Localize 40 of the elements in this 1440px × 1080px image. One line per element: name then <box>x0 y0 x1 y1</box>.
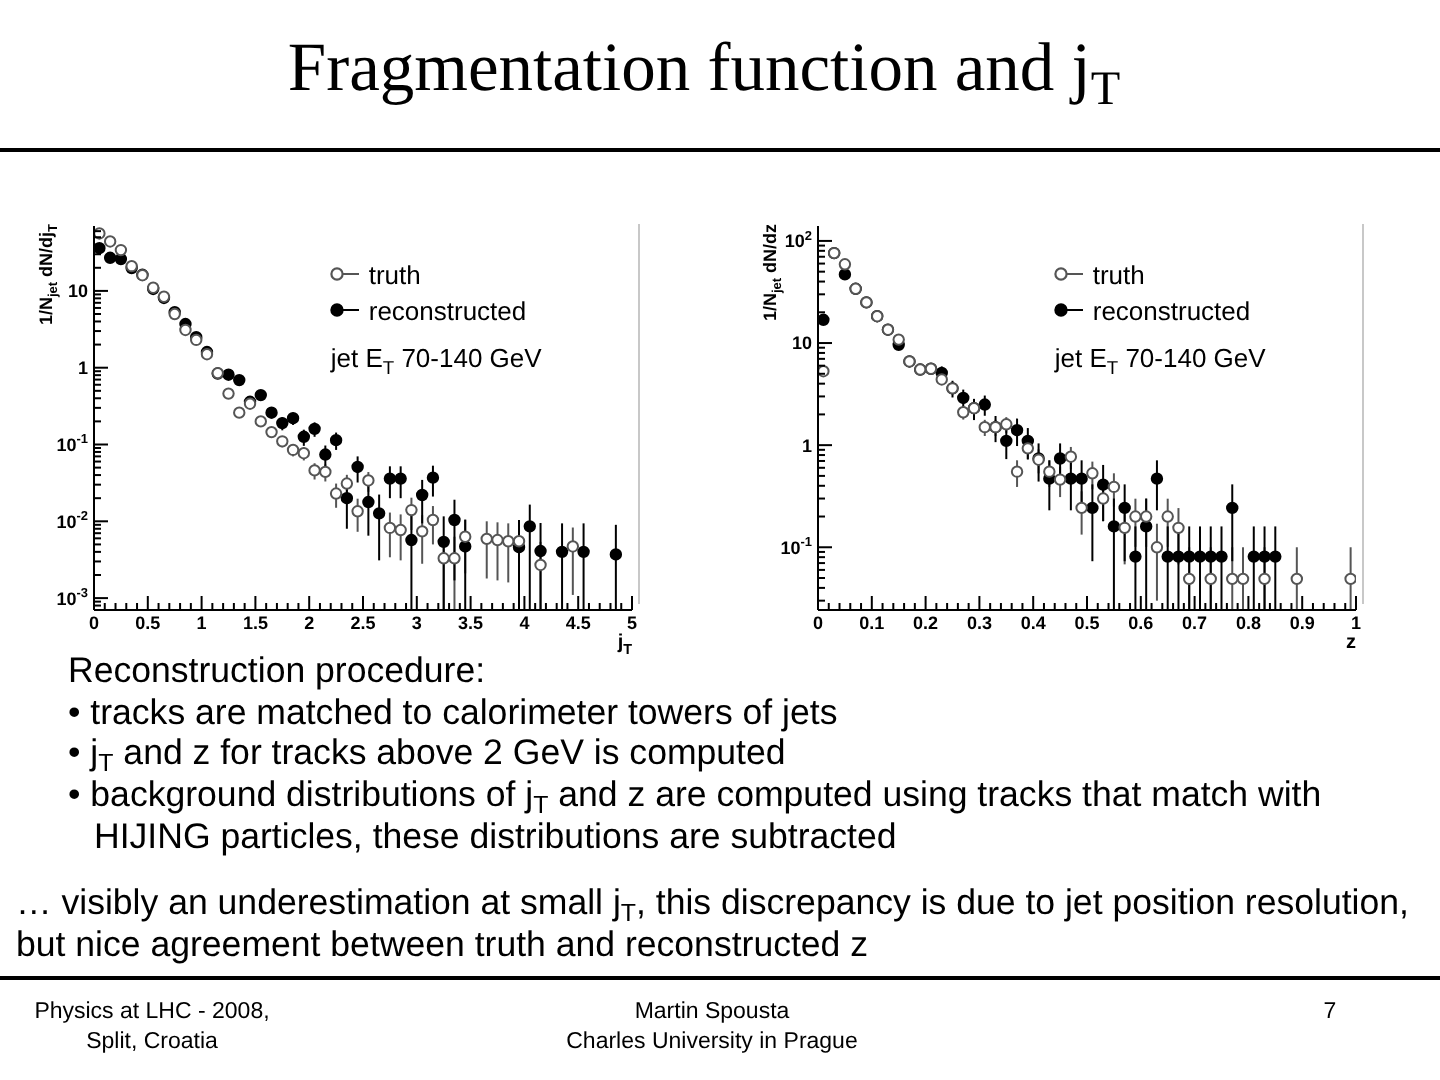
x-tick-label: 4.5 <box>565 613 591 633</box>
y-tick-label: 1 <box>801 435 813 456</box>
x-tick-label: 0 <box>88 613 100 633</box>
x-tick-label: 3 <box>411 613 422 633</box>
x-tick-label: 0.8 <box>1235 613 1261 633</box>
x-tick-label: 0 <box>812 613 824 633</box>
y-tick-label: 10 <box>67 281 89 302</box>
x-tick-label: 5 <box>626 613 638 633</box>
x-tick-label: 4 <box>519 613 530 633</box>
x-tick-label: 1 <box>196 613 207 633</box>
x-tick-label: 2 <box>304 613 315 633</box>
text: • background distributions of j$_{T}$ and z are computed using tracks that match with HIJING particles, these distributions are subtracted <box>68 774 1324 858</box>
x-tick-label: 1 <box>1350 613 1362 633</box>
text: 7 <box>1321 998 1339 1028</box>
text: Martin Spousta Charles University in Prague <box>564 998 860 1058</box>
x-tick-label: 1.5 <box>242 613 268 633</box>
x-tick-label: 0.3 <box>966 613 992 633</box>
legend-label: reconstructed <box>368 295 527 325</box>
text: • j$_{T}$ and z for tracks above 2 GeV is computed <box>68 732 788 779</box>
x-tick-label: 0.1 <box>859 613 885 633</box>
x-tick-label: 0.5 <box>1074 613 1100 633</box>
x-tick-label: 3.5 <box>458 613 484 633</box>
legend-label: truth <box>1092 259 1145 289</box>
text: Fragmentation function and j$_{T}$ <box>285 30 1123 117</box>
text: … visibly an underestimation at small j$_{T}$, this discrepancy is due to jet position resolution, but nice agreement between truth and reconstructed z <box>16 882 1411 968</box>
x-axis-title: z <box>1346 632 1356 654</box>
text: Physics at LHC - 2008, Split, Croatia <box>32 998 272 1058</box>
x-tick-label: 0.7 <box>1182 613 1208 633</box>
x-tick-label: 0.9 <box>1289 613 1315 633</box>
y-tick-label: 1 <box>77 358 89 379</box>
x-tick-label: 0.5 <box>135 613 161 633</box>
x-tick-label: 0.4 <box>1020 613 1046 633</box>
legend-label: reconstructed <box>1092 295 1251 325</box>
x-tick-label: 2.5 <box>350 613 376 633</box>
text: Reconstruction procedure: <box>68 650 486 690</box>
text: • tracks are matched to calorimeter towers of jets <box>68 691 840 733</box>
x-tick-label: 0.2 <box>913 613 939 633</box>
y-tick-label: 10 <box>791 333 813 354</box>
x-tick-label: 0.6 <box>1128 613 1154 633</box>
legend-label: truth <box>368 259 421 289</box>
